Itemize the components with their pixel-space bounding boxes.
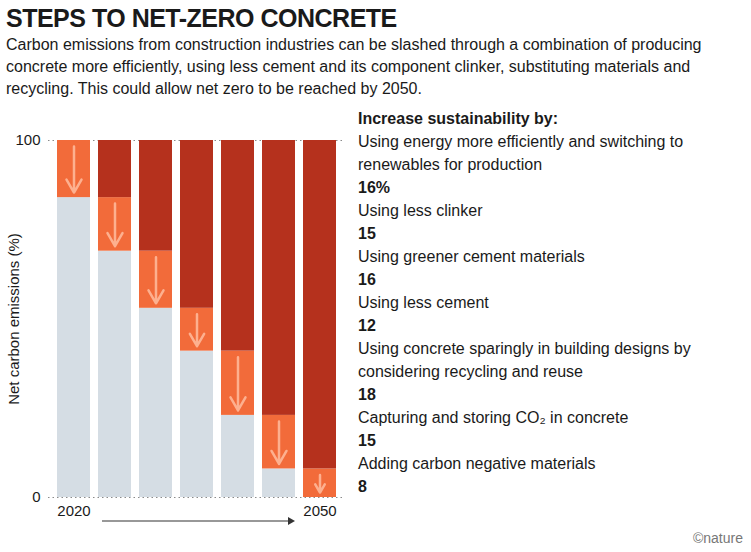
svg-text:2020: 2020 — [57, 502, 90, 519]
html-text:16: 16 — [358, 271, 376, 288]
html-text:16%: 16% — [358, 179, 390, 196]
html-text:15: 15 — [358, 225, 376, 242]
html-text:Carbon emissions from construc: Carbon emissions from construction indus… — [6, 36, 702, 97]
html-text:12: 12 — [358, 317, 376, 334]
html-text:Increase sustainability by:: Increase sustainability by: — [358, 110, 559, 127]
html-text:Using less cement: Using less cement — [358, 294, 489, 311]
html-text:STEPS TO NET-ZERO CONCRETE: STEPS TO NET-ZERO CONCRETE — [6, 4, 397, 32]
html-text:Adding carbon negative materia: Adding carbon negative materials — [358, 455, 596, 472]
html-text:Using concrete sparingly in bu: Using concrete sparingly in building des… — [358, 340, 691, 380]
html-text:Using less clinker: Using less clinker — [358, 202, 483, 219]
html-text:Using greener cement materials: Using greener cement materials — [358, 248, 585, 265]
html-text:©nature: ©nature — [693, 530, 743, 546]
html-text:15: 15 — [358, 432, 376, 449]
svg-text:0: 0 — [32, 488, 40, 505]
html-text:Using energy more efficiently: Using energy more efficiently and switch… — [358, 133, 684, 173]
svg-text:100: 100 — [15, 131, 40, 148]
html-text:18: 18 — [358, 386, 376, 403]
svg-text:Net carbon emissions (%): Net carbon emissions (%) — [5, 233, 22, 405]
svg-text:2050: 2050 — [303, 502, 336, 519]
html-text:8: 8 — [358, 478, 367, 495]
html-text:Capturing and storing CO₂ in c: Capturing and storing CO₂ in concrete — [358, 409, 629, 426]
